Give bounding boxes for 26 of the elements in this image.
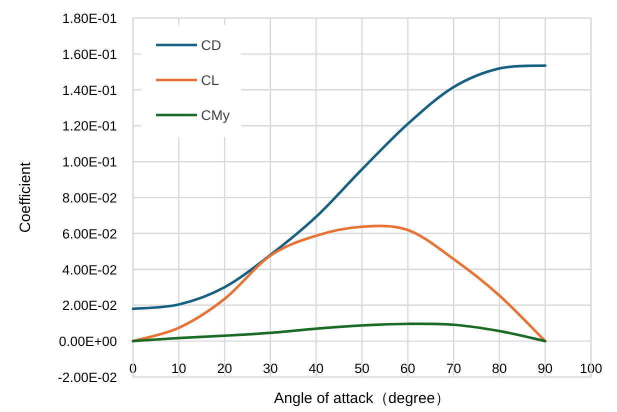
x-tick-label: 100 (580, 361, 602, 376)
x-tick-label: 90 (538, 361, 553, 376)
y-tick-label: 0.00E+00 (58, 334, 117, 350)
x-tick-label: 50 (354, 361, 370, 376)
y-tick-label: 1.80E-01 (62, 11, 117, 26)
y-tick-label: 1.20E-01 (62, 118, 117, 134)
x-axis-title: Angle of attack（degree） (274, 390, 450, 407)
y-tick-label: 2.00E-02 (62, 298, 117, 314)
x-tick-label: 60 (400, 361, 416, 376)
legend-label: CMy (201, 107, 230, 123)
legend-label: CD (201, 37, 222, 53)
x-tick-label: 40 (308, 361, 324, 376)
x-tick-label: 80 (492, 361, 507, 376)
y-tick-label: 4.00E-02 (62, 262, 117, 278)
y-tick-label: 6.00E-02 (62, 226, 117, 242)
y-tick-label: 8.00E-02 (62, 190, 117, 206)
y-tick-label: 1.00E-01 (62, 154, 117, 170)
y-tick-label: 1.40E-01 (62, 82, 117, 98)
x-tick-label: 70 (446, 361, 462, 376)
y-axis-title: Coefficient (17, 161, 34, 233)
x-tick-label: 20 (217, 361, 232, 376)
y-tick-label: -2.00E-02 (58, 370, 117, 385)
x-tick-label: 30 (262, 361, 278, 376)
legend-label: CL (201, 72, 220, 88)
y-tick-label: 1.60E-01 (62, 46, 117, 62)
x-tick-label: 10 (171, 361, 186, 376)
